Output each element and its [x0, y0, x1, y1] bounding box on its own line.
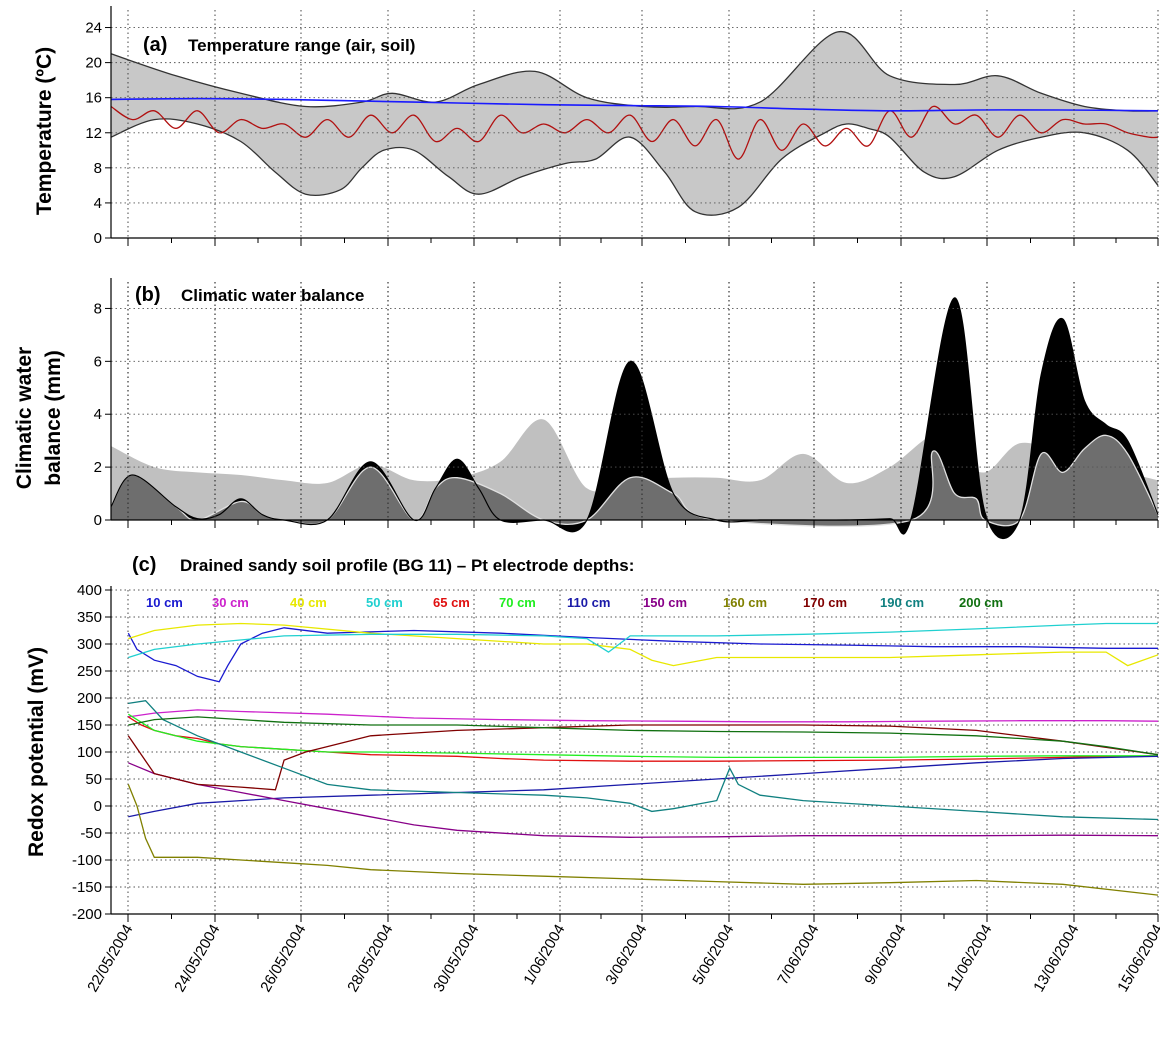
legend-item-30-cm: 30 cm	[212, 595, 249, 610]
date-label-2: 26/05/2004	[257, 922, 309, 996]
panel-c-ytick-label-10: 300	[77, 636, 102, 653]
legend-item-200-cm: 200 cm	[959, 595, 1003, 610]
panel-a-ytick-label-0: 0	[94, 230, 102, 247]
series-dark-gray-area	[111, 435, 1158, 527]
series-line-170-cm	[127, 724, 1159, 791]
panel-b-ytick-label-4: 8	[94, 300, 102, 317]
panel-c-ytick-label-11: 350	[77, 609, 102, 626]
panel-a-ytick-label-4: 16	[85, 90, 102, 107]
panel-a-title: Temperature range (air, soil)	[188, 36, 415, 55]
panel-c-ylabel: Redox potential (mV)	[25, 647, 48, 857]
legend-item-150-cm: 150 cm	[643, 595, 687, 610]
temperature-range-band	[111, 31, 1158, 216]
panel-a-ytick-label-6: 24	[85, 20, 102, 37]
series-line-10-cm	[127, 627, 1158, 683]
panel-b-ytick-label-2: 4	[94, 406, 102, 423]
panel-c-ytick-label-2: -100	[72, 852, 102, 869]
date-label-11: 13/06/2004	[1030, 922, 1082, 996]
date-label-0: 22/05/2004	[84, 922, 136, 996]
series-line-150-cm	[128, 762, 1159, 838]
date-label-7: 5/06/2004	[689, 922, 737, 988]
panel-c-series	[127, 622, 1159, 896]
panel-b-axes: 0 2 4 6 8	[94, 278, 1159, 529]
panel-a-ytick-label-3: 12	[85, 125, 102, 142]
date-label-1: 24/05/2004	[171, 922, 223, 996]
panel-b-ylabel-line1: Climatic water	[13, 347, 36, 489]
panel-c-ytick-label-12: 400	[77, 582, 102, 599]
legend-item-50-cm: 50 cm	[366, 595, 403, 610]
panel-b	[110, 297, 1159, 539]
panel-a-ytick-label-5: 20	[85, 55, 102, 72]
series-black-outline	[110, 297, 1159, 539]
date-label-10: 11/06/2004	[944, 922, 996, 995]
panel-a-ytick-label-2: 8	[94, 160, 102, 177]
panel-c-axes: -200 -150 -100 -50 0 50 100 150 200 250 300 350 400	[72, 582, 1159, 923]
legend-item-110-cm: 110 cm	[567, 595, 610, 610]
series-line-50-cm	[128, 622, 1158, 659]
panel-c-ytick-label-7: 150	[77, 717, 102, 734]
legend-item-65-cm: 65 cm	[433, 595, 470, 610]
panel-b-ytick-label-0: 0	[94, 512, 102, 529]
panel-c-legend: 10 cm 30 cm 40 cm 50 cm 65 cm 70 cm 110 cm 150 …	[146, 595, 1003, 610]
date-label-5: 1/06/2004	[520, 922, 568, 988]
legend-item-40-cm: 40 cm	[290, 595, 327, 610]
panel-c-ytick-label-5: 50	[85, 771, 102, 788]
series-air-min-line	[110, 118, 1159, 216]
series-line-160-cm	[127, 784, 1159, 896]
series-line-30-cm	[128, 709, 1159, 723]
panel-c-ytick-label-6: 100	[77, 744, 102, 761]
legend-item-170-cm: 170 cm	[803, 595, 847, 610]
panel-a-ylabel: Temperature (ºC)	[33, 47, 56, 215]
panel-b-ylabel-line2: balance (mm)	[42, 350, 65, 485]
date-label-3: 28/05/2004	[344, 922, 396, 996]
series-line-65-cm	[127, 716, 1159, 762]
series-line-40-cm	[128, 622, 1159, 667]
legend-item-70-cm: 70 cm	[499, 595, 536, 610]
series-air-max-line	[110, 31, 1159, 112]
panel-c-ytick-label-3: -50	[80, 825, 102, 842]
panel-c-ytick-label-9: 250	[77, 663, 102, 680]
panel-c-ytick-label-4: 0	[94, 798, 102, 815]
series-soil-red-line	[110, 105, 1159, 160]
series-soil-blue-line	[110, 97, 1159, 112]
date-label-4: 30/05/2004	[430, 922, 482, 996]
panel-c-letter: (c)	[132, 554, 156, 576]
series-line-110-cm	[128, 755, 1159, 818]
panel-a-letter: (a)	[143, 34, 167, 56]
panel-b-ytick-label-1: 2	[94, 459, 102, 476]
date-label-9: 9/06/2004	[861, 922, 909, 988]
chart-panels: 0481216202402468-200-150-100-50050100150…	[72, 6, 1160, 995]
panel-c-title: Drained sandy soil profile (BG 11) – Pt …	[180, 556, 634, 575]
panel-b-title: Climatic water balance	[181, 286, 364, 305]
date-label-6: 3/06/2004	[602, 922, 650, 988]
panel-c-ytick-label-1: -150	[72, 879, 102, 896]
date-label-8: 7/06/2004	[774, 922, 822, 988]
panel-a	[110, 31, 1159, 216]
panel-b-ytick-label-3: 6	[94, 353, 102, 370]
series-line-200-cm	[128, 716, 1159, 756]
legend-item-190-cm: 190 cm	[880, 595, 924, 610]
legend-item-160-cm: 160 cm	[723, 595, 767, 610]
legend-item-10-cm: 10 cm	[146, 595, 183, 610]
panel-a-axes: 0 4 8 12 16 20 24	[85, 6, 1159, 247]
panel-b-letter: (b)	[135, 284, 161, 306]
series-line-190-cm	[128, 700, 1159, 821]
panel-a-ytick-label-1: 4	[94, 195, 102, 212]
panel-c-ytick-label-8: 200	[77, 690, 102, 707]
panel-c-ytick-label-0: -200	[72, 906, 102, 923]
date-label-12: 15/06/2004	[1114, 922, 1160, 996]
x-date-labels: 22/05/2004 24/05/2004 26/05/2004 28/05/2004…	[84, 922, 1160, 996]
